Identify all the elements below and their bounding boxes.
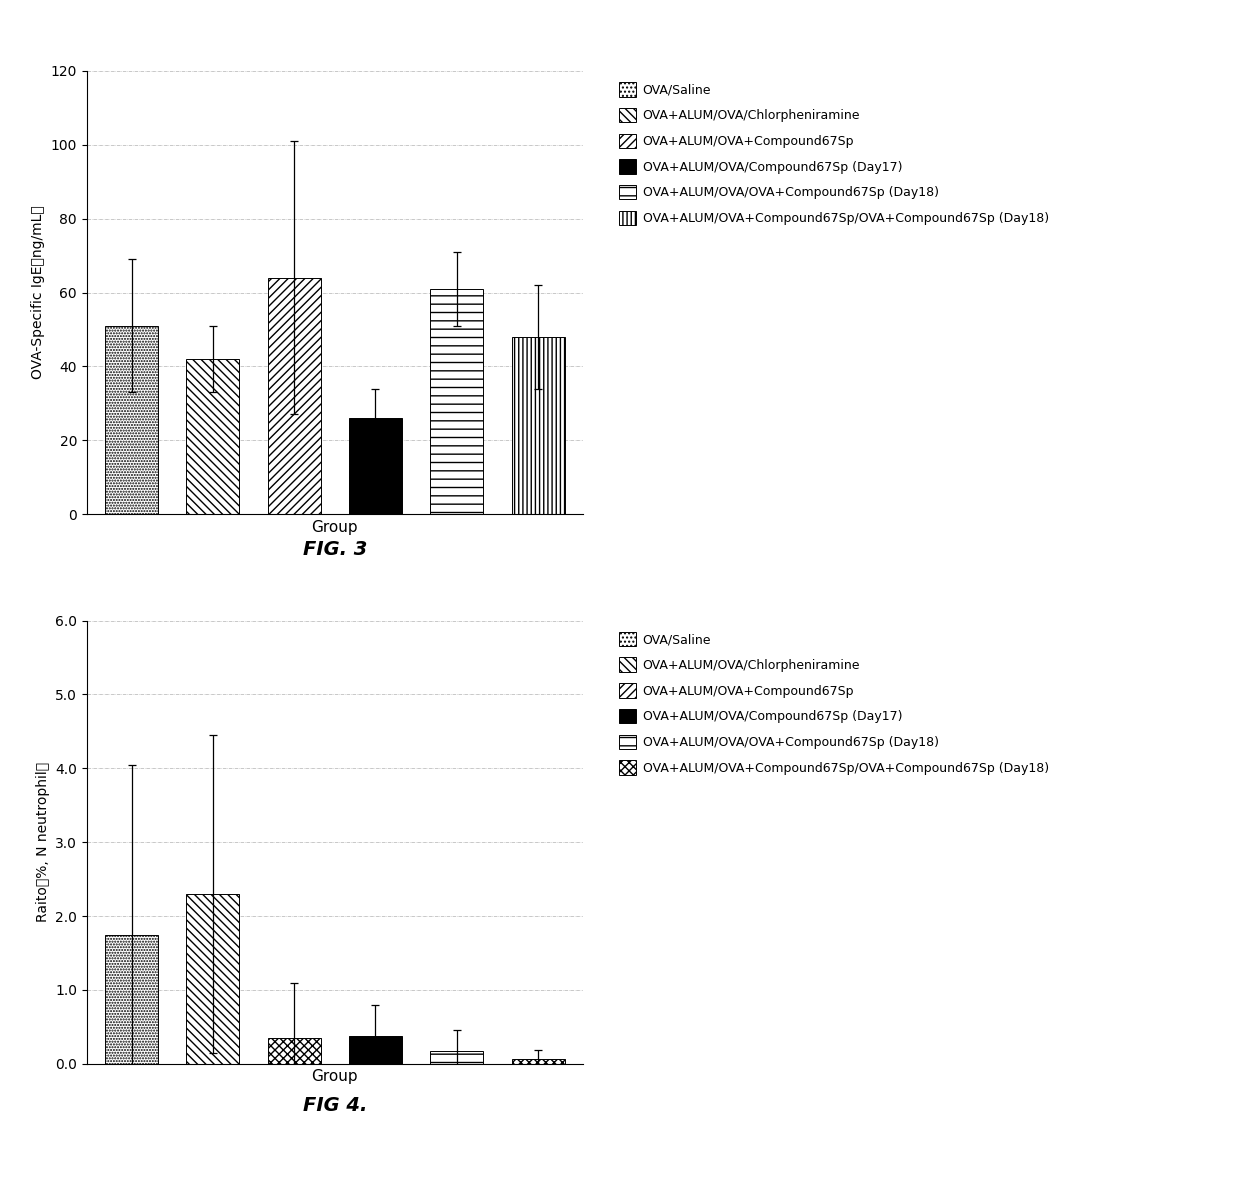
Bar — [268, 278, 321, 514]
Bar — [105, 326, 157, 514]
Bar — [348, 1035, 402, 1064]
Bar — [186, 894, 239, 1064]
Bar — [512, 337, 564, 514]
Bar — [268, 1038, 321, 1064]
Bar — [430, 1051, 484, 1064]
X-axis label: Group: Group — [311, 1070, 358, 1084]
Legend: OVA/Saline, OVA+ALUM/OVA/Chlorpheniramine, OVA+ALUM/OVA+Compound67Sp, OVA+ALUM/O: OVA/Saline, OVA+ALUM/OVA/Chlorpheniramin… — [614, 626, 1054, 780]
Legend: OVA/Saline, OVA+ALUM/OVA/Chlorpheniramine, OVA+ALUM/OVA+Compound67Sp, OVA+ALUM/O: OVA/Saline, OVA+ALUM/OVA/Chlorpheniramin… — [614, 77, 1054, 230]
Bar — [348, 418, 402, 514]
Bar — [105, 935, 157, 1064]
Y-axis label: OVA-Specific IgE（ng/mL）: OVA-Specific IgE（ng/mL） — [31, 206, 45, 379]
Bar — [430, 288, 484, 514]
Y-axis label: Raito（%, N neutrophil）: Raito（%, N neutrophil） — [36, 762, 50, 922]
Bar — [512, 1059, 564, 1064]
Text: FIG 4.: FIG 4. — [303, 1096, 367, 1115]
Text: FIG. 3: FIG. 3 — [303, 540, 367, 559]
Bar — [186, 359, 239, 514]
X-axis label: Group: Group — [311, 520, 358, 534]
